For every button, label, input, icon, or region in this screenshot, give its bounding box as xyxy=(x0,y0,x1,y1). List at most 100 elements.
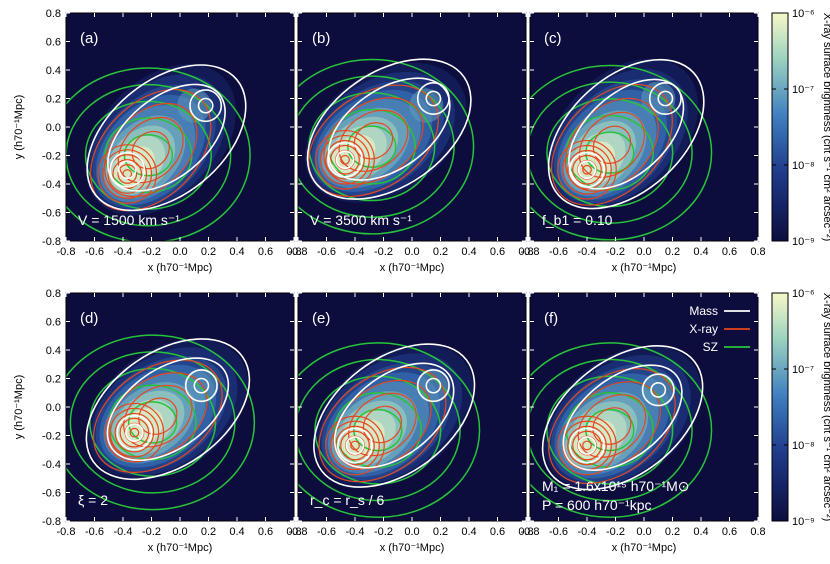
mass-contour xyxy=(125,423,144,443)
panel-annotation: ξ = 2 xyxy=(78,492,108,508)
x-tick-label: -0.4 xyxy=(578,526,597,538)
x-tick-label: 0.0 xyxy=(636,246,651,258)
y-tick-label: 0.0 xyxy=(46,402,61,414)
x-tick-label: -0.6 xyxy=(317,526,336,538)
x-tick-label: -0.2 xyxy=(606,526,625,538)
xray-contour xyxy=(557,415,617,476)
x-axis-label: x (h70⁻¹Mpc) xyxy=(148,542,213,554)
xray-contour xyxy=(330,420,380,471)
mass-contour xyxy=(547,58,705,210)
mass-contour xyxy=(107,83,226,192)
sz-contour xyxy=(66,67,251,241)
x-tick-label: -0.8 xyxy=(289,246,308,258)
xray-contour xyxy=(97,144,158,204)
x-tick-label: 0.0 xyxy=(636,526,651,538)
x-tick-label: 0.6 xyxy=(490,246,505,258)
mass-contours xyxy=(86,64,247,212)
mass-contour xyxy=(345,436,365,455)
mass-contour xyxy=(425,90,442,107)
xray-contour xyxy=(572,430,602,461)
x-tick-label: 0.6 xyxy=(722,246,737,258)
colorbar-gradient xyxy=(771,12,789,242)
sz-contour xyxy=(298,342,481,519)
x-axis-label: x (h70⁻¹Mpc) xyxy=(148,262,213,274)
panel-e: -0.8 -0.6 -0.4 -0.2 0.0 0.2 0.4 0.6 0.8 x (h70⁻¹M… xyxy=(289,292,534,554)
plot-area xyxy=(66,293,294,521)
y-tick-label: 0.6 xyxy=(46,37,61,49)
panel-annotation-2: P = 600 h70⁻¹kpc xyxy=(542,497,651,513)
sz-contour xyxy=(585,408,635,452)
x-tick-label: 0.6 xyxy=(490,526,505,538)
mass-contour xyxy=(657,90,674,107)
x-tick-label: 0.6 xyxy=(722,526,737,538)
xray-contour xyxy=(92,359,223,473)
mass-contour xyxy=(184,369,218,403)
colorbar-tick-label: 10⁻⁹ xyxy=(792,236,815,248)
x-tick-label: 0.4 xyxy=(693,526,708,538)
mass-contour xyxy=(313,343,476,488)
panel-label: (a) xyxy=(80,30,98,47)
mass-contour xyxy=(189,89,223,123)
xray-contour xyxy=(325,415,385,476)
mass-contour xyxy=(197,97,214,114)
x-axis-label: x (h70⁻¹Mpc) xyxy=(612,542,677,554)
xray-contour xyxy=(548,368,676,485)
x-tick-label: 0.8 xyxy=(286,246,301,258)
y-tick-label: -0.2 xyxy=(42,151,61,163)
x-axis-label: x (h70⁻¹Mpc) xyxy=(612,262,677,274)
mass-contours xyxy=(541,345,704,491)
x-tick-label: 0.6 xyxy=(258,526,273,538)
x-tick-label: -0.4 xyxy=(578,246,597,258)
x-tick-label: -0.6 xyxy=(317,246,336,258)
sz-contour xyxy=(298,358,461,502)
x-tick-label: -0.6 xyxy=(549,246,568,258)
colorbar-tick-label: 10⁻⁹ xyxy=(792,516,815,528)
mass-contour xyxy=(562,364,683,472)
panel-label: (d) xyxy=(80,310,98,327)
mass-contour xyxy=(568,78,685,190)
plot-area xyxy=(530,293,758,521)
x-tick-label: -0.8 xyxy=(57,526,76,538)
xray-contour xyxy=(592,125,632,164)
xray-contour xyxy=(572,154,602,185)
plot-area xyxy=(66,13,294,241)
x-tick-label: 0.4 xyxy=(229,526,244,538)
panel-label: (e) xyxy=(312,310,330,327)
y-tick-label: 0.2 xyxy=(46,94,61,106)
y-tick-label: 0.8 xyxy=(46,8,61,20)
x-tick-label: -0.6 xyxy=(549,526,568,538)
mass-contour xyxy=(193,377,210,394)
x-tick-label: 0.0 xyxy=(172,526,187,538)
x-tick-label: -0.8 xyxy=(521,526,540,538)
sz-contour xyxy=(530,81,693,224)
colorbar-2: 10⁻⁶ 10⁻⁷ 10⁻⁸ 10⁻⁹ X-ray surface brightness… xyxy=(771,288,830,528)
colorbar-tick-label: 10⁻⁷ xyxy=(792,84,814,96)
mass-contour xyxy=(577,160,597,180)
y-tick-label: -0.6 xyxy=(42,208,61,220)
x-tick-label: 0.0 xyxy=(404,246,419,258)
sz-contours xyxy=(298,342,481,519)
colorbar-tick-label: 10⁻⁸ xyxy=(792,440,815,452)
x-tick-label: 0.8 xyxy=(286,526,301,538)
panel-annotation: r_c = r_s / 6 xyxy=(310,492,385,508)
colorbar-gradient xyxy=(771,292,789,522)
xray-contour xyxy=(353,122,394,160)
mass-contour xyxy=(86,64,247,212)
colorbar-tick-label: 10⁻⁷ xyxy=(792,364,814,376)
y-tick-label: -0.4 xyxy=(42,179,61,191)
xray-contour xyxy=(578,111,645,178)
panel-b: -0.8 -0.6 -0.4 -0.2 0.0 0.2 0.4 0.6 0.8 x (h70⁻¹M… xyxy=(289,12,534,274)
x-tick-label: 0.4 xyxy=(461,526,476,538)
x-tick-label: -0.8 xyxy=(57,246,76,258)
sz-contour xyxy=(127,401,178,444)
mass-contour xyxy=(541,345,704,491)
mass-contour xyxy=(85,338,251,481)
x-tick-label: 0.2 xyxy=(201,526,216,538)
panel-a: -0.8 -0.6 -0.4 -0.2 0.0 0.2 0.4 0.6 0.8 0.8 0.6 0.4… xyxy=(13,8,302,274)
mass-contour xyxy=(648,82,682,115)
sz-contour xyxy=(565,392,654,469)
x-tick-label: 0.8 xyxy=(518,246,533,258)
x-tick-label: 0.6 xyxy=(258,246,273,258)
x-tick-label: 0.0 xyxy=(172,246,187,258)
